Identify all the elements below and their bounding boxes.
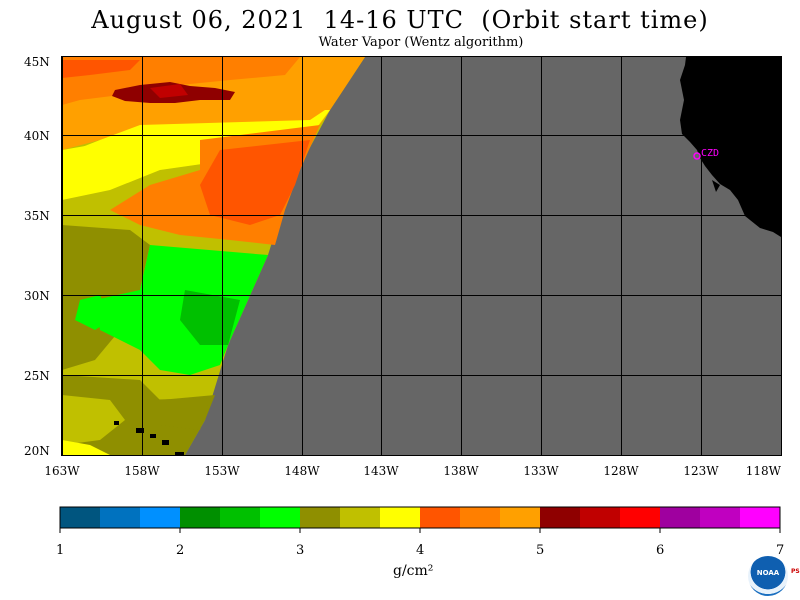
colorbar-tick-label: 2 bbox=[176, 543, 185, 558]
lat-label: 35N bbox=[24, 209, 50, 223]
map-grid bbox=[62, 57, 781, 455]
colorbar-tick-label: 6 bbox=[656, 543, 665, 558]
colorbar-swatch bbox=[340, 507, 381, 528]
lat-label: 20N bbox=[24, 444, 50, 458]
colorbar-tick-label: 4 bbox=[416, 543, 425, 558]
colorbar-swatch bbox=[660, 507, 701, 528]
psl-logo-text: PSL bbox=[791, 568, 800, 575]
lon-label: 138W bbox=[443, 464, 479, 478]
colorbar-tick-label: 1 bbox=[56, 543, 65, 558]
colorbar-swatch bbox=[260, 507, 301, 528]
colorbar-swatch bbox=[580, 507, 621, 528]
lon-label: 118W bbox=[746, 464, 782, 478]
lat-label: 45N bbox=[24, 55, 50, 69]
colorbar-swatch bbox=[460, 507, 501, 528]
lon-label: 143W bbox=[363, 464, 399, 478]
hawaiian-islands bbox=[114, 421, 184, 455]
colorbar-tick-label: 3 bbox=[296, 543, 305, 558]
lon-label: 148W bbox=[284, 464, 320, 478]
lon-label: 133W bbox=[523, 464, 559, 478]
map-frame bbox=[61, 56, 782, 456]
colorbar-swatch bbox=[140, 507, 181, 528]
lon-label: 128W bbox=[603, 464, 639, 478]
north-america-land bbox=[680, 57, 781, 237]
noaa-logo-text: NOAA bbox=[756, 569, 780, 577]
lat-label: 30N bbox=[24, 289, 50, 303]
noaa-logo: NOAA bbox=[748, 556, 788, 596]
lat-label: 25N bbox=[24, 369, 50, 383]
colorbar bbox=[59, 506, 781, 529]
map-title: August 06, 2021 14-16 UTC (Orbit start t… bbox=[91, 6, 709, 34]
colorbar-swatch bbox=[180, 507, 221, 528]
lon-label: 163W bbox=[44, 464, 80, 478]
latitude-labels: 45N 40N 35N 30N 25N 20N bbox=[24, 55, 50, 458]
colorbar-swatch bbox=[500, 507, 541, 528]
colorbar-swatch bbox=[300, 507, 341, 528]
lon-label: 158W bbox=[124, 464, 160, 478]
lon-label: 153W bbox=[204, 464, 240, 478]
colorbar-swatch bbox=[620, 507, 661, 528]
colorbar-swatch bbox=[740, 507, 781, 528]
colorbar-ticks bbox=[59, 528, 781, 533]
colorbar-swatch bbox=[420, 507, 461, 528]
colorbar-swatch bbox=[540, 507, 581, 528]
colorbar-swatch bbox=[60, 507, 101, 528]
lon-label: 123W bbox=[683, 464, 719, 478]
colorbar-swatch bbox=[220, 507, 261, 528]
colorbar-tick-label: 7 bbox=[776, 543, 785, 558]
longitude-labels: 163W 158W 153W 148W 143W 138W 133W 128W … bbox=[44, 464, 781, 478]
colorbar-tick-label: 5 bbox=[536, 543, 545, 558]
station-label-czd: CZD bbox=[701, 148, 719, 159]
map-subtitle: Water Vapor (Wentz algorithm) bbox=[318, 35, 524, 50]
lat-label: 40N bbox=[24, 129, 50, 143]
water-vapor-swath bbox=[62, 57, 365, 455]
station-marker-czd: CZD bbox=[693, 148, 719, 160]
colorbar-unit: g/cm² bbox=[393, 563, 434, 579]
colorbar-swatch bbox=[700, 507, 741, 528]
colorbar-swatch bbox=[100, 507, 141, 528]
colorbar-swatch bbox=[380, 507, 421, 528]
